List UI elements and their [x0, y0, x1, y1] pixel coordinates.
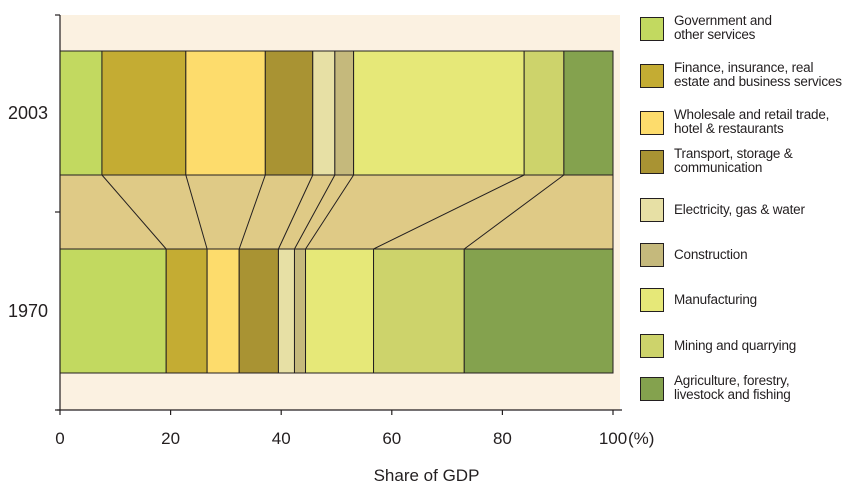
legend-swatch	[640, 198, 664, 222]
bars-layer	[59, 50, 614, 374]
connector-line	[185, 174, 208, 250]
bar-segment-1970	[463, 248, 614, 374]
connector-line	[277, 174, 314, 250]
bar-segment-1970	[165, 248, 208, 374]
x-tick-label: 0	[55, 429, 64, 448]
legend-label: Government and other services	[674, 13, 772, 42]
bar-segment-1970	[277, 248, 295, 374]
bar-segment-2003	[563, 50, 614, 176]
connector-band-layer	[59, 174, 614, 250]
x-axis-title: Share of GDP	[373, 466, 480, 485]
x-tick-label: 100	[599, 429, 627, 448]
legend-swatch	[640, 64, 664, 88]
axes-layer: 0 20 40 60 80 100 2003 1970	[8, 14, 627, 448]
legend-swatch	[640, 288, 664, 312]
connector-band	[59, 174, 614, 250]
y-category-label: 2003	[8, 103, 48, 123]
bar-segment-2003	[523, 50, 565, 176]
legend-label: Finance, insurance, real estate and busi…	[674, 60, 842, 89]
x-tick-label: 40	[272, 429, 291, 448]
connector-line	[305, 174, 355, 250]
x-tick-label: 80	[493, 429, 512, 448]
legend-swatch	[640, 111, 664, 135]
bar-segment-2003	[185, 50, 266, 176]
x-tick-label: 60	[382, 429, 401, 448]
bar-segment-1970	[59, 248, 167, 374]
x-unit-label: (%)	[628, 429, 654, 448]
bar-segment-2003	[353, 50, 525, 176]
bar-segment-2003	[101, 50, 187, 176]
legend-label: Mining and quarrying	[674, 338, 797, 353]
legend-swatch	[640, 17, 664, 41]
bar-segment-2003	[59, 50, 103, 176]
legend-swatch	[640, 243, 664, 267]
bar-segment-1970	[305, 248, 375, 374]
legend-label: Construction	[674, 247, 748, 262]
bar-segment-1970	[238, 248, 279, 374]
bar-segment-1970	[206, 248, 240, 374]
bar-segment-2003	[334, 50, 355, 176]
y-category-label: 1970	[8, 301, 48, 321]
legend-label: Electricity, gas & water	[674, 202, 805, 217]
legend-swatch	[640, 150, 664, 174]
legend-swatch	[640, 334, 664, 358]
legend-swatch	[640, 377, 664, 401]
connector-line	[294, 174, 336, 250]
connector-line	[101, 174, 167, 250]
connector-line	[463, 174, 565, 250]
legend-label: Transport, storage & communication	[674, 146, 793, 175]
connector-line	[238, 174, 266, 250]
bar-segment-2003	[264, 50, 314, 176]
legend-label: Agriculture, forestry, livestock and fis…	[674, 373, 791, 402]
connector-line	[373, 174, 525, 250]
bar-segment-1970	[373, 248, 465, 374]
legend: Government and other services Finance, in…	[640, 0, 853, 420]
bar-segment-2003	[312, 50, 336, 176]
legend-label: Manufacturing	[674, 292, 757, 307]
bar-segment-1970	[293, 248, 307, 374]
x-tick-label: 20	[161, 429, 180, 448]
legend-label: Wholesale and retail trade, hotel & rest…	[674, 107, 830, 136]
